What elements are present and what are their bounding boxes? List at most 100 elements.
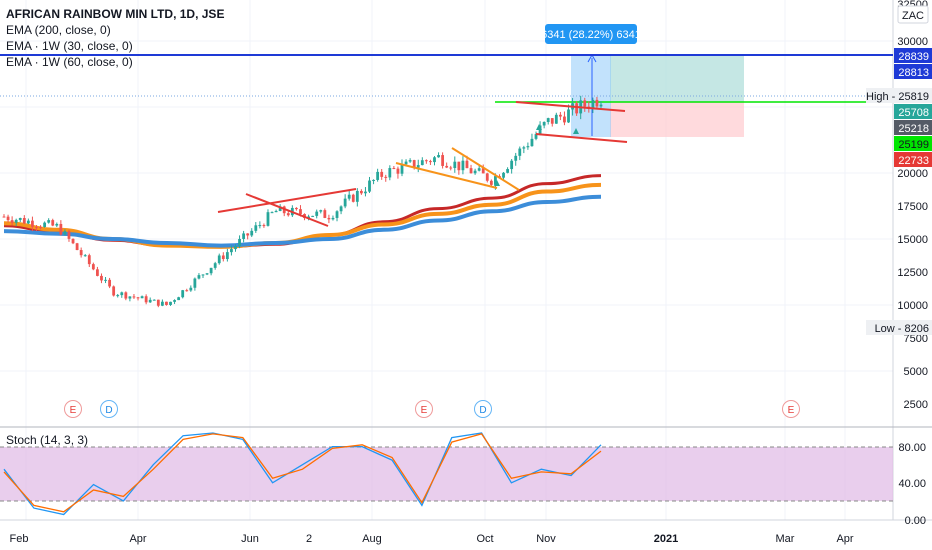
position-profit-zone[interactable] bbox=[610, 56, 744, 102]
stoch-tick: 40.00 bbox=[898, 478, 926, 490]
ema-1w-60-line[interactable] bbox=[3, 194, 602, 248]
candle-body bbox=[254, 225, 258, 231]
candle-body bbox=[160, 301, 164, 306]
candle-body bbox=[83, 255, 87, 257]
candle-body bbox=[311, 215, 315, 217]
time-tick: Feb bbox=[10, 533, 29, 545]
channel-1[interactable] bbox=[217, 188, 357, 227]
candle-body bbox=[343, 198, 347, 207]
candle-body bbox=[63, 231, 67, 235]
stoch-d-line[interactable] bbox=[3, 433, 602, 513]
svg-text:High - 25819: High - 25819 bbox=[866, 91, 929, 103]
candle-body bbox=[18, 218, 22, 220]
candle-body bbox=[461, 160, 465, 171]
time-axis[interactable]: Feb Apr Jun 2 Aug Oct Nov 2021 Mar Apr bbox=[10, 533, 854, 545]
svg-text:Low - 8206: Low - 8206 bbox=[875, 323, 929, 335]
candle-body bbox=[392, 168, 396, 170]
triangle-lines[interactable] bbox=[395, 147, 520, 191]
candle-body bbox=[258, 225, 262, 227]
candle-body bbox=[169, 301, 172, 305]
svg-text:E: E bbox=[788, 405, 795, 416]
candle-body bbox=[270, 212, 274, 214]
currency-box[interactable] bbox=[897, 5, 929, 24]
candle-body bbox=[396, 168, 400, 174]
svg-text:25708: 25708 bbox=[898, 107, 929, 119]
price-tick: 2500 bbox=[904, 399, 928, 411]
candle-body bbox=[522, 147, 526, 149]
candle-body bbox=[412, 160, 416, 168]
price-badge: 28839 bbox=[894, 48, 932, 63]
candle-body bbox=[319, 210, 323, 212]
candle-body bbox=[526, 146, 530, 148]
candle-body bbox=[546, 118, 550, 122]
candle-body bbox=[449, 167, 453, 169]
dividend-marker[interactable]: D bbox=[100, 400, 118, 418]
time-tick: 2021 bbox=[654, 533, 678, 545]
candle-body bbox=[404, 161, 408, 165]
candle-body bbox=[372, 179, 375, 181]
candle-body bbox=[278, 206, 282, 212]
indicator-ema-200[interactable]: EMA (200, close, 0) bbox=[6, 23, 111, 37]
candle-body bbox=[542, 121, 546, 126]
candle-body bbox=[489, 180, 493, 185]
candle-body bbox=[441, 155, 445, 166]
price-axis[interactable]: 32500 30000 20000 17500 15000 12500 1000… bbox=[897, 0, 928, 411]
symbol-title[interactable]: AFRICAN RAINBOW MIN LTD, 1D, JSE bbox=[6, 7, 225, 21]
triangle-marker bbox=[573, 128, 579, 134]
candle-body bbox=[477, 168, 481, 171]
svg-text:25199: 25199 bbox=[898, 139, 929, 151]
candle-body bbox=[209, 267, 213, 274]
earnings-marker[interactable]: E bbox=[64, 400, 82, 418]
candle-body bbox=[213, 263, 217, 268]
candle-body bbox=[408, 160, 412, 162]
candle-body bbox=[96, 269, 99, 276]
indicator-ema-1w-60[interactable]: EMA · 1W (60, close, 0) bbox=[6, 55, 133, 69]
candle-body bbox=[67, 231, 71, 239]
candle-body bbox=[230, 249, 233, 253]
chart-legend: AFRICAN RAINBOW MIN LTD, 1D, JSE EMA (20… bbox=[6, 6, 224, 70]
candle-body bbox=[104, 279, 107, 281]
time-tick: Apr bbox=[836, 533, 853, 545]
candle-body bbox=[286, 213, 290, 216]
candle-body bbox=[347, 194, 351, 199]
candle-body bbox=[453, 161, 457, 169]
candle-body bbox=[485, 173, 489, 181]
candle-body bbox=[530, 138, 534, 147]
candle-body bbox=[189, 287, 193, 291]
candle-body bbox=[433, 157, 436, 163]
candle-body bbox=[238, 238, 241, 247]
earnings-marker[interactable]: E bbox=[415, 400, 433, 418]
candle-body bbox=[364, 191, 367, 194]
candle-body bbox=[193, 278, 197, 288]
position-loss-zone[interactable] bbox=[610, 102, 744, 137]
candle-body bbox=[132, 296, 136, 298]
svg-text:E: E bbox=[421, 405, 428, 416]
time-tick: Apr bbox=[129, 533, 146, 545]
flag-channel[interactable] bbox=[515, 101, 628, 143]
candle-body bbox=[331, 217, 335, 220]
candle-body bbox=[201, 274, 205, 276]
time-tick: 2 bbox=[306, 533, 312, 545]
price-tick: 5000 bbox=[904, 366, 928, 378]
stoch-legend[interactable]: Stoch (14, 3, 3) bbox=[6, 433, 89, 447]
candle-body bbox=[108, 279, 111, 287]
candle-body bbox=[262, 225, 266, 227]
candle-body bbox=[185, 290, 189, 292]
stoch-tick: 0.00 bbox=[905, 515, 926, 527]
indicator-ema-1w-30[interactable]: EMA · 1W (30, close, 0) bbox=[6, 39, 133, 53]
candle-body bbox=[165, 301, 168, 305]
candle-body bbox=[124, 292, 128, 299]
candle-body bbox=[567, 109, 570, 123]
earnings-marker[interactable]: E bbox=[782, 400, 800, 418]
candle-body bbox=[116, 295, 120, 297]
time-tick: Oct bbox=[476, 533, 493, 545]
candle-body bbox=[39, 226, 42, 228]
measure-label-box bbox=[545, 24, 637, 44]
candle-body bbox=[47, 220, 51, 223]
candle-body bbox=[112, 286, 116, 296]
stoch-k-line[interactable] bbox=[3, 432, 602, 516]
candle-body bbox=[420, 160, 424, 166]
dividend-marker[interactable]: D bbox=[474, 400, 492, 418]
candle-body bbox=[380, 171, 384, 177]
